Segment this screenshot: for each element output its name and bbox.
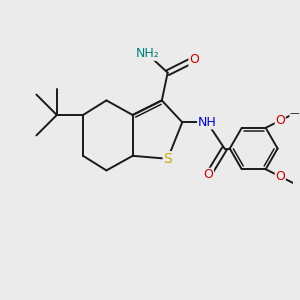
Text: —: —: [290, 108, 300, 118]
Text: S: S: [163, 152, 172, 166]
Text: NH₂: NH₂: [135, 47, 159, 60]
Text: NH: NH: [198, 116, 216, 129]
Text: O: O: [204, 168, 213, 181]
Text: O: O: [275, 170, 285, 183]
Text: O: O: [189, 53, 199, 66]
Text: O: O: [275, 114, 285, 127]
